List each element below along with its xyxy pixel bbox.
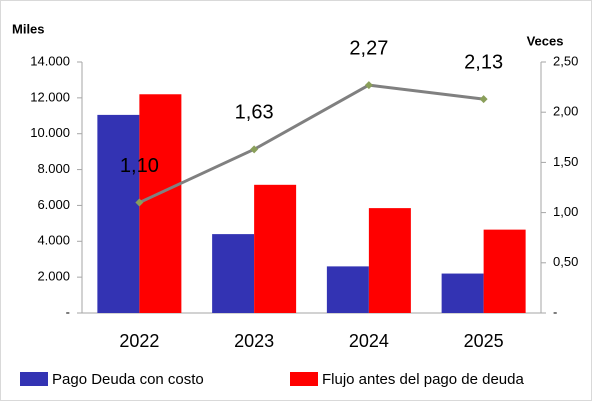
y2-axis-title: Veces bbox=[527, 33, 564, 48]
bar bbox=[326, 266, 369, 313]
data-label: 1,10 bbox=[120, 155, 159, 177]
x-tick-label: 2025 bbox=[464, 331, 504, 351]
y-tick-label: 10.000 bbox=[30, 125, 70, 140]
legend-swatch bbox=[20, 372, 48, 386]
line bbox=[138, 83, 484, 204]
y-tick-label: 4.000 bbox=[37, 233, 70, 248]
legend-label: Flujo antes del pago de deuda bbox=[322, 371, 524, 388]
y2-tick-label: 0,50 bbox=[553, 254, 578, 269]
y2-tick-label: 2,00 bbox=[553, 104, 578, 119]
bar bbox=[139, 94, 182, 314]
y2-tick-label: 1,50 bbox=[553, 154, 578, 169]
y2-tick-label: - bbox=[553, 304, 557, 319]
y-tick-label: 14.000 bbox=[30, 53, 70, 68]
line-marker bbox=[479, 95, 488, 104]
bar bbox=[483, 229, 526, 313]
y-tick-label: 8.000 bbox=[37, 161, 70, 176]
y-tick-label: 12.000 bbox=[30, 89, 70, 104]
y-tick-label: 6.000 bbox=[37, 197, 70, 212]
bar bbox=[212, 234, 255, 313]
data-label: 1,63 bbox=[235, 102, 274, 124]
x-tick-label: 2022 bbox=[119, 331, 159, 351]
x-tick-label: 2023 bbox=[234, 331, 274, 351]
y-tick-label: - bbox=[66, 304, 70, 319]
legend-swatch bbox=[290, 372, 318, 386]
line-marker bbox=[364, 81, 373, 90]
y2-tick-label: 2,50 bbox=[553, 53, 578, 68]
data-label: 2,27 bbox=[349, 37, 388, 59]
y-axis-title: Miles bbox=[12, 21, 45, 36]
y2-tick-label: 1,00 bbox=[553, 204, 578, 219]
bar bbox=[254, 184, 297, 313]
legend-label: Pago Deuda con costo bbox=[52, 371, 204, 388]
data-label: 2,13 bbox=[464, 51, 503, 73]
bar bbox=[441, 273, 484, 313]
line-marker bbox=[135, 198, 144, 207]
bar bbox=[368, 208, 411, 313]
bar bbox=[97, 114, 140, 313]
y-tick-label: 2.000 bbox=[37, 269, 70, 284]
x-tick-label: 2024 bbox=[349, 331, 389, 351]
line-marker bbox=[250, 145, 259, 154]
